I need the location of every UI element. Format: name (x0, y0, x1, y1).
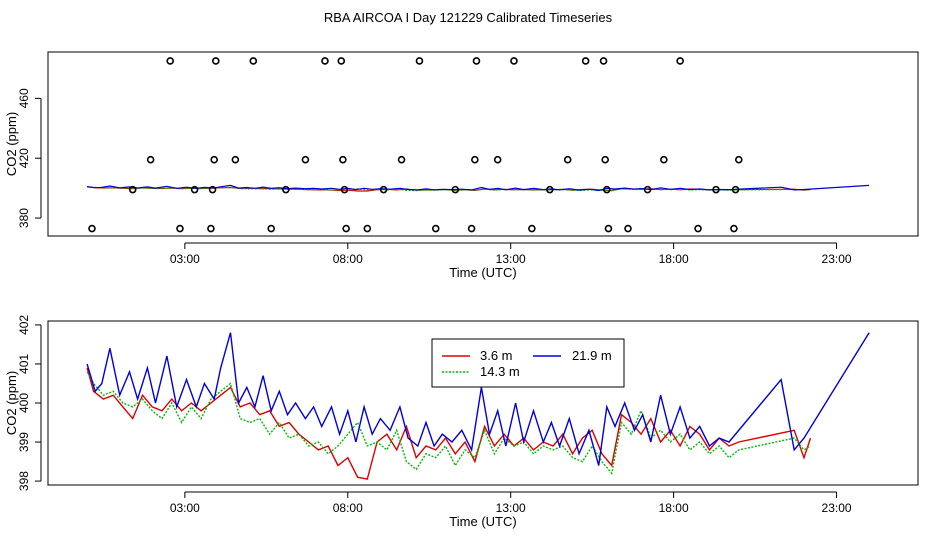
scatter-point (471, 155, 479, 164)
scatter-point (676, 57, 684, 65)
scatter-point (212, 57, 220, 65)
series-line (86, 332, 870, 466)
scatter-point (210, 155, 218, 164)
scatter-point (176, 224, 184, 233)
scatter-point (731, 185, 740, 194)
scatter-point (128, 185, 137, 194)
x-tick-label: 13:00 (496, 501, 526, 515)
y-tick-label: 380 (17, 208, 31, 228)
x-tick-label: 23:00 (822, 501, 852, 515)
scatter-point (379, 185, 388, 194)
scatter-point (166, 57, 174, 65)
legend-box (431, 338, 625, 388)
x-tick-label: 03:00 (170, 252, 200, 266)
scatter-point (249, 57, 258, 65)
scatter-point (604, 224, 613, 233)
scatter-point (146, 155, 155, 164)
scatter-point (510, 57, 518, 65)
scatter-point (415, 57, 424, 65)
plot-frame (47, 51, 919, 237)
scatter-point (660, 155, 668, 164)
scatter-point (643, 185, 652, 194)
legend: 3.6 m14.3 m 21.9 m (431, 338, 625, 388)
top-panel-scatter: 03:00 08:00 13:00 18:00 23:00 Time (UTC) 380 42… (4, 51, 919, 280)
x-tick-label: 18:00 (659, 501, 689, 515)
scatter-point (207, 224, 215, 233)
scatter-point (730, 224, 738, 233)
legend-label: 21.9 m (572, 348, 612, 363)
y-axis-title: CO2 (ppm) (4, 371, 19, 435)
scatter-point (624, 224, 632, 233)
scatter-point (599, 57, 608, 65)
scatter-point (493, 155, 502, 164)
scatter-point (563, 155, 572, 164)
scatter-point (451, 185, 460, 194)
y-tick-label: 402 (17, 315, 31, 335)
x-tick-label: 13:00 (496, 252, 526, 266)
scatter-point (337, 57, 346, 65)
x-tick-label: 18:00 (659, 252, 689, 266)
scatter-point (467, 224, 476, 233)
x-axis-title: Time (UTC) (449, 265, 516, 280)
scatter-point (340, 185, 349, 194)
scatter-point (734, 155, 743, 164)
scatter-point (231, 155, 240, 164)
scatter-point (88, 224, 96, 233)
scatter-point (581, 57, 590, 65)
x-tick-label: 23:00 (822, 252, 852, 266)
y-tick-label: 400 (17, 393, 31, 413)
y-axis-title: CO2 (ppm) (4, 112, 19, 176)
scatter-point (342, 224, 350, 233)
figure-title: RBA AIRCOA I Day 121229 Calibrated Times… (324, 10, 613, 25)
x-tick-label: 08:00 (333, 252, 363, 266)
y-tick-label: 401 (17, 354, 31, 374)
scatter-point (603, 185, 611, 194)
scatter-point (321, 57, 329, 65)
legend-label: 14.3 m (480, 364, 520, 379)
x-tick-label: 03:00 (170, 501, 200, 515)
x-axis-title: Time (UTC) (449, 514, 516, 529)
scatter-point (528, 224, 536, 233)
scatter-point (545, 185, 554, 194)
scatter-point (694, 224, 702, 233)
scatter-point (712, 185, 720, 194)
bottom-panel-lines: 03:00 08:00 13:00 18:00 23:00 Time (UTC) 398 39… (4, 315, 919, 529)
scatter-point (339, 155, 347, 164)
scatter-point (190, 185, 199, 194)
y-tick-label: 398 (17, 471, 31, 491)
scatter-point (363, 224, 372, 233)
scatter-point (397, 155, 406, 164)
scatter-point (208, 185, 217, 194)
legend-label: 3.6 m (480, 348, 513, 363)
plot-frame (47, 320, 919, 486)
scatter-point (267, 224, 276, 233)
series-line (86, 371, 811, 475)
scatter-point (431, 224, 440, 233)
y-tick-label: 399 (17, 432, 31, 452)
y-tick-label: 420 (17, 148, 31, 168)
scatter-point (301, 155, 310, 164)
scatter-point (601, 155, 609, 164)
y-tick-label: 460 (17, 88, 31, 108)
scatter-point (282, 185, 290, 194)
x-tick-label: 08:00 (333, 501, 363, 515)
scatter-point (472, 57, 481, 65)
